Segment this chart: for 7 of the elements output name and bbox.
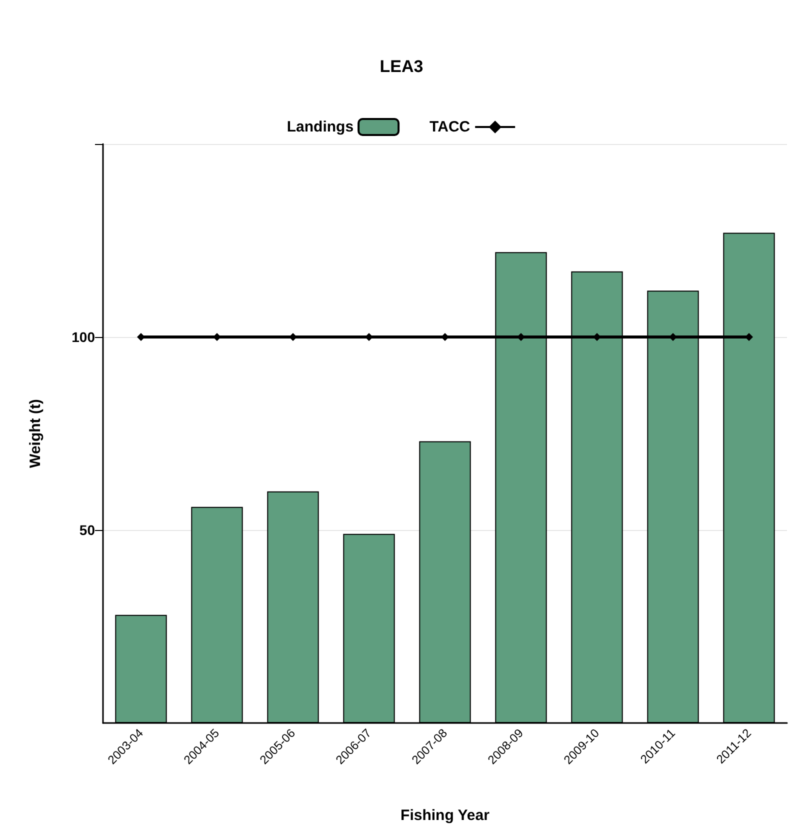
- y-tick-label: 100: [72, 329, 96, 345]
- x-axis-title: Fishing Year: [400, 807, 490, 824]
- legend-label: Landings: [286, 118, 354, 136]
- legend-label: TACC: [430, 118, 470, 136]
- chart-title: LEA3: [380, 57, 424, 76]
- y-tick-label: 50: [79, 522, 96, 538]
- y-axis-title: Weight (t): [27, 399, 44, 468]
